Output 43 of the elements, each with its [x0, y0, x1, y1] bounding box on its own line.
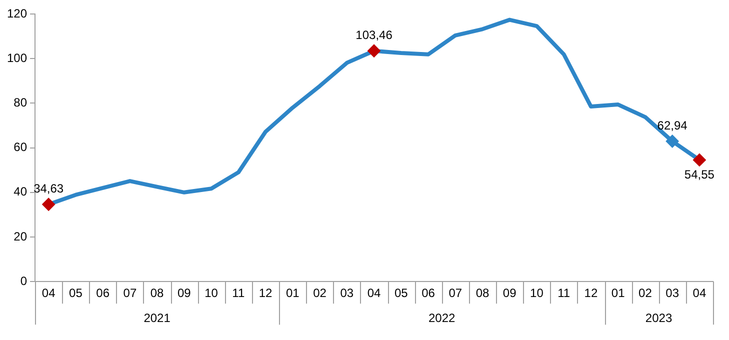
x-tick-label: 10	[204, 286, 218, 300]
x-tick-label: 08	[150, 286, 164, 300]
x-tick-label: 07	[448, 286, 462, 300]
y-tick-label: 60	[14, 140, 28, 154]
data-label: 62,94	[657, 118, 688, 133]
x-tick-label: 04	[42, 286, 56, 300]
data-label: 34,63	[34, 182, 64, 196]
data-label: 103,46	[356, 28, 393, 42]
x-tick-label: 12	[584, 286, 598, 300]
point	[368, 44, 381, 58]
x-tick-label: 03	[666, 286, 680, 300]
data-label: 54,55	[684, 167, 715, 182]
x-tick-label: 10	[530, 286, 544, 300]
y-tick-label: 80	[14, 96, 28, 110]
y-tick-label: 40	[14, 184, 28, 199]
x-tick-label: 01	[286, 286, 300, 300]
y-tick-label: 100	[6, 50, 28, 65]
x-tick-label: 05	[69, 286, 83, 300]
x-tick-label: 07	[123, 286, 137, 300]
x-tick-label: 06	[96, 286, 110, 300]
x-tick-label: 03	[340, 286, 354, 300]
x-tick-label: 02	[313, 286, 327, 300]
y-tick-label: 0	[20, 274, 28, 288]
text: 2022	[428, 310, 456, 325]
x-tick-label: 08	[476, 286, 490, 300]
x-tick-label: 01	[611, 286, 626, 300]
point	[42, 198, 56, 211]
y-tick-label: 120	[6, 6, 28, 20]
text: 2023	[645, 310, 672, 325]
x-tick-label: 09	[177, 286, 192, 300]
x-tick-label: 12	[258, 286, 273, 300]
x-tick-label: 11	[232, 286, 245, 300]
text: 2021	[144, 310, 171, 325]
x-tick-label: 02	[638, 286, 652, 300]
y-tick-label: 20	[14, 229, 28, 244]
x-tick-label: 04	[692, 286, 706, 300]
x-tick-label: 05	[394, 286, 408, 300]
x-tick-label: 04	[367, 286, 382, 300]
x-tick-label: 11	[558, 286, 570, 300]
x-tick-label: 09	[502, 286, 517, 300]
x-tick-label: 06	[422, 286, 436, 300]
point	[692, 153, 706, 166]
point	[666, 134, 679, 148]
